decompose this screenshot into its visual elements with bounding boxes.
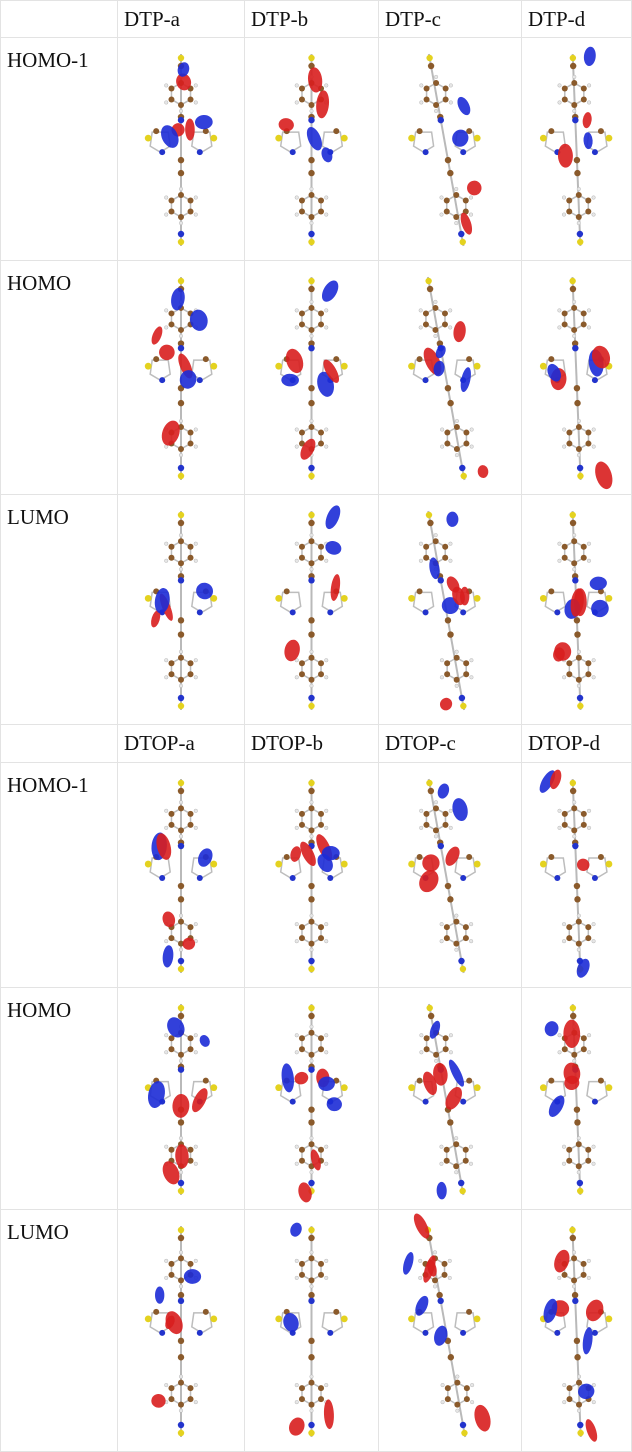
dtp-d-lumo-illustration xyxy=(539,510,613,711)
dtop-d-lumo-image xyxy=(522,1210,632,1452)
dtp-c-lumo-illustration xyxy=(408,510,481,711)
dtp-b-homo-illustration xyxy=(275,277,348,480)
dtop-d-homo-image xyxy=(522,988,632,1210)
dtp-d-homo-illustration xyxy=(539,276,613,490)
molecule-group xyxy=(539,510,613,711)
molecule-group xyxy=(144,779,218,973)
dtp-c-lumo-image xyxy=(379,495,522,725)
row-label-dtop-homo: HOMO xyxy=(0,988,118,1210)
dtp-c-homo-image xyxy=(379,261,522,495)
column-header-dtop-d: DTOP-d xyxy=(522,725,632,763)
dtop-a-lumo-image xyxy=(118,1210,245,1452)
dtop-d-homo-illustration xyxy=(539,1003,613,1196)
molecule-group xyxy=(408,276,489,481)
molecule-group xyxy=(403,1213,491,1438)
dtp-a-homo-1-illustration xyxy=(144,54,218,246)
molecule-group xyxy=(539,1225,613,1442)
molecule-group xyxy=(275,779,348,973)
dtop-d-lumo-illustration xyxy=(539,1225,613,1442)
dtop-c-homo-illustration xyxy=(408,1003,481,1200)
row-label-dtp-homo-1: HOMO-1 xyxy=(0,38,118,261)
corner-cell-2 xyxy=(0,725,118,763)
dtop-b-lumo-illustration xyxy=(275,1222,348,1437)
molecule-group xyxy=(275,1222,348,1437)
column-header-dtp-d: DTP-d xyxy=(522,0,632,38)
row-label-dtop-lumo: LUMO xyxy=(0,1210,118,1452)
column-header-dtp-a: DTP-a xyxy=(118,0,245,38)
column-header-dtop-c: DTOP-c xyxy=(379,725,522,763)
molecule-group xyxy=(408,778,481,974)
molecule-group xyxy=(144,511,218,710)
dtp-c-homo-illustration xyxy=(408,276,489,481)
molecule-group xyxy=(539,1003,613,1196)
dtp-a-homo-1-image xyxy=(118,38,245,261)
dtop-a-homo-1-image xyxy=(118,763,245,988)
row-label-dtp-homo: HOMO xyxy=(0,261,118,495)
molecule-group xyxy=(408,510,481,711)
dtp-c-homo-1-image xyxy=(379,38,522,261)
molecule-group xyxy=(144,54,218,246)
dtop-b-homo-1-image xyxy=(245,763,379,988)
dtp-a-homo-illustration xyxy=(144,277,218,480)
column-header-dtop-b: DTOP-b xyxy=(245,725,379,763)
row-label-dtp-lumo: LUMO xyxy=(0,495,118,725)
dtp-b-homo-image xyxy=(245,261,379,495)
dtop-a-homo-1-illustration xyxy=(144,779,218,973)
dtp-d-homo-1-image xyxy=(522,38,632,261)
dtop-b-homo-illustration xyxy=(275,1004,348,1203)
dtop-a-homo-illustration xyxy=(144,1004,218,1195)
molecule-group xyxy=(275,505,348,710)
dtp-b-homo-1-image xyxy=(245,38,379,261)
dtp-b-lumo-image xyxy=(245,495,379,725)
dtp-a-lumo-image xyxy=(118,495,245,725)
column-header-dtp-b: DTP-b xyxy=(245,0,379,38)
dtp-d-homo-1-illustration xyxy=(539,46,613,247)
dtop-a-homo-image xyxy=(118,988,245,1210)
dtop-b-homo-1-illustration xyxy=(275,779,348,973)
dtop-b-lumo-image xyxy=(245,1210,379,1452)
molecule-group xyxy=(275,1004,348,1203)
molecule-group xyxy=(144,1004,218,1195)
molecule-group xyxy=(275,277,348,480)
dtop-c-lumo-image xyxy=(379,1210,522,1452)
molecule-group xyxy=(539,276,613,490)
dtp-a-homo-image xyxy=(118,261,245,495)
dtop-d-homo-1-image xyxy=(522,763,632,988)
molecule-group xyxy=(275,54,348,246)
dtop-c-homo-image xyxy=(379,988,522,1210)
dtop-c-homo-1-image xyxy=(379,763,522,988)
dtop-c-homo-1-illustration xyxy=(408,778,481,974)
molecule-group xyxy=(408,1003,481,1200)
molecule-group xyxy=(539,769,613,978)
dtp-c-homo-1-illustration xyxy=(408,53,482,247)
molecule-group xyxy=(539,46,613,247)
dtp-a-lumo-illustration xyxy=(144,511,218,710)
dtp-d-lumo-image xyxy=(522,495,632,725)
row-label-dtop-homo-1: HOMO-1 xyxy=(0,763,118,988)
dtp-d-homo-image xyxy=(522,261,632,495)
dtop-a-lumo-illustration xyxy=(144,1226,218,1437)
dtop-b-homo-image xyxy=(245,988,379,1210)
dtop-c-lumo-illustration xyxy=(403,1213,491,1438)
molecule-group xyxy=(144,277,218,480)
dtop-d-homo-1-illustration xyxy=(539,769,613,978)
column-header-dtop-a: DTOP-a xyxy=(118,725,245,763)
column-header-dtp-c: DTP-c xyxy=(379,0,522,38)
dtp-b-homo-1-illustration xyxy=(275,54,348,246)
molecule-group xyxy=(144,1226,218,1437)
molecule-group xyxy=(408,53,482,247)
corner-cell-1 xyxy=(0,0,118,38)
dtp-b-lumo-illustration xyxy=(275,505,348,710)
